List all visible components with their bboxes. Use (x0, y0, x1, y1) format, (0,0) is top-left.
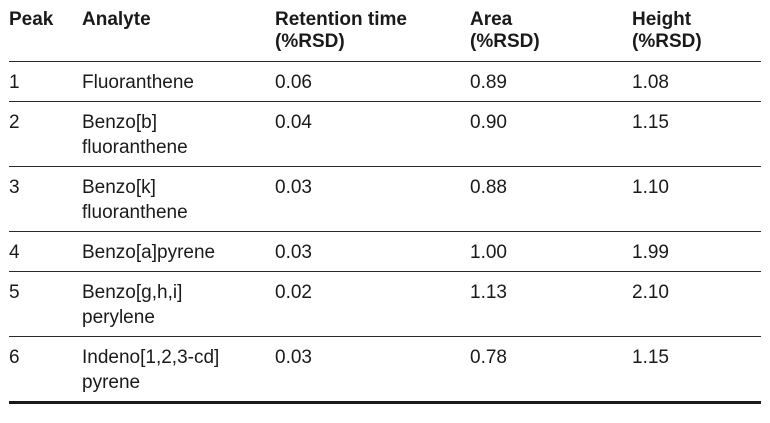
table-row: 3 Benzo[k] fluoranthene 0.03 0.88 1.10 (9, 166, 761, 232)
cell-analyte: Benzo[g,h,i] perylene (82, 271, 275, 337)
header-retention-time: Retention time (%RSD) (275, 5, 470, 62)
table-row: 2 Benzo[b] fluoranthene 0.04 0.90 1.15 (9, 101, 761, 167)
header-height-line1: Height (632, 9, 692, 30)
cell-analyte: Benzo[k] fluoranthene (82, 166, 275, 232)
header-row: Peak Analyte Retention time (%RSD) Area … (9, 5, 761, 62)
table-body: 1 Fluoranthene 0.06 0.89 1.08 2 Benzo[b]… (9, 62, 761, 404)
cell-retention: 0.02 (275, 271, 470, 337)
header-analyte-line1: Analyte (82, 9, 151, 30)
table-header: Peak Analyte Retention time (%RSD) Area … (9, 5, 761, 62)
cell-retention: 0.03 (275, 166, 470, 232)
header-peak: Peak (9, 5, 82, 62)
table-row: 1 Fluoranthene 0.06 0.89 1.08 (9, 62, 761, 102)
cell-height: 2.10 (632, 271, 761, 337)
cell-analyte: Fluoranthene (82, 62, 275, 102)
cell-area: 0.88 (470, 166, 632, 232)
cell-height: 1.08 (632, 72, 669, 93)
cell-area: 0.78 (470, 336, 632, 404)
cell-retention: 0.03 (275, 231, 470, 272)
header-area-line1: Area (470, 9, 513, 30)
header-retention-line2: (%RSD) (275, 31, 345, 52)
cell-height: 1.15 (632, 101, 761, 167)
cell-peak: 2 (9, 101, 82, 167)
cell-area: 1.00 (470, 231, 632, 272)
table-row: 4 Benzo[a]pyrene 0.03 1.00 1.99 (9, 231, 761, 272)
header-height-line2: (%RSD) (632, 31, 702, 52)
cell-height: 1.15 (632, 336, 761, 404)
cell-peak: 3 (9, 166, 82, 232)
cell-retention: 0.03 (275, 336, 470, 404)
cell-analyte: Benzo[a]pyrene (82, 231, 275, 272)
header-retention-line1: Retention time (275, 9, 407, 30)
analyte-text: Benzo[g,h,i] perylene (82, 282, 183, 328)
analyte-text: Benzo[k] fluoranthene (82, 177, 188, 223)
data-table: Peak Analyte Retention time (%RSD) Area … (9, 5, 761, 404)
cell-peak: 4 (9, 231, 82, 272)
cell-retention: 0.06 (275, 72, 312, 93)
table-row: 5 Benzo[g,h,i] perylene 0.02 1.13 2.10 (9, 271, 761, 337)
cell-peak: 6 (9, 336, 82, 404)
cell-peak: 1 (9, 72, 20, 93)
cell-height: 1.10 (632, 166, 761, 232)
table-row: 6 Indeno[1,2,3-cd] pyrene 0.03 0.78 1.15 (9, 336, 761, 404)
cell-area: 0.90 (470, 101, 632, 167)
cell-height: 1.99 (632, 231, 761, 272)
analyte-text: Benzo[b] fluoranthene (82, 112, 188, 158)
cell-area: 1.13 (470, 271, 632, 337)
header-peak-line1: Peak (9, 9, 54, 30)
analyte-text: Indeno[1,2,3-cd] pyrene (82, 347, 220, 393)
header-analyte: Analyte (82, 5, 275, 62)
analyte-text: Fluoranthene (82, 72, 194, 93)
cell-area: 0.89 (470, 72, 507, 93)
header-area-line2: (%RSD) (470, 31, 540, 52)
analyte-text: Benzo[a]pyrene (82, 242, 216, 263)
cell-retention: 0.04 (275, 101, 470, 167)
cell-analyte: Indeno[1,2,3-cd] pyrene (82, 336, 275, 404)
header-area: Area (%RSD) (470, 5, 632, 62)
header-height: Height (%RSD) (632, 5, 761, 62)
cell-peak: 5 (9, 271, 82, 337)
cell-analyte: Benzo[b] fluoranthene (82, 101, 275, 167)
